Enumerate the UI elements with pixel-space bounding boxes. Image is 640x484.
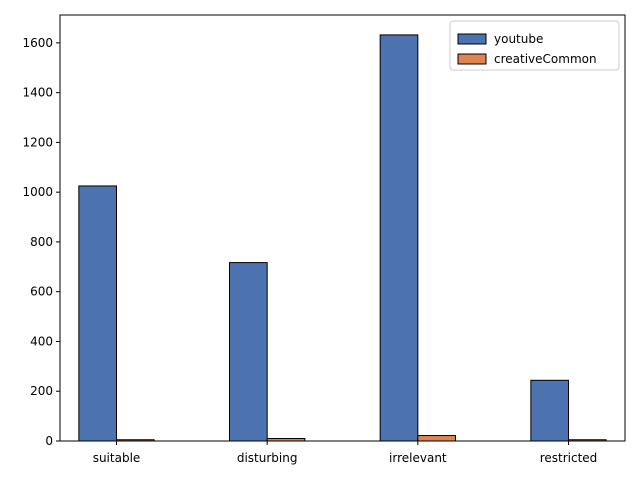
x-tick-label: irrelevant <box>389 451 447 465</box>
legend-swatch-creativeCommon <box>457 53 487 65</box>
bar-youtube-restricted <box>530 379 569 442</box>
legend-swatch-youtube <box>457 33 487 45</box>
y-tick-label: 1200 <box>22 135 53 149</box>
y-tick-label: 200 <box>30 384 53 398</box>
x-axis-ticks: suitable disturbing irrelevant restricted <box>93 441 598 465</box>
y-tick-label: 1600 <box>22 36 53 50</box>
bar-youtube-suitable <box>78 185 118 442</box>
y-axis-ticks: 0 200 400 600 800 1000 1200 1400 1600 <box>22 36 60 448</box>
legend-label-youtube: youtube <box>494 32 543 46</box>
y-tick-label: 0 <box>45 434 53 448</box>
x-tick-label: disturbing <box>237 451 298 465</box>
y-tick-label: 600 <box>30 285 53 299</box>
y-tick-label: 400 <box>30 334 53 348</box>
x-tick-label: suitable <box>93 451 141 465</box>
x-tick-label: restricted <box>540 451 598 465</box>
bar-creativeCommon-irrelevant <box>417 435 457 442</box>
y-tick-label: 1000 <box>22 185 53 199</box>
legend-box <box>449 20 620 71</box>
bar-youtube-disturbing <box>229 262 268 442</box>
y-tick-label: 1400 <box>22 86 53 100</box>
legend: youtube creativeCommon <box>449 20 620 71</box>
bar-youtube-irrelevant <box>379 34 419 442</box>
bars-group <box>78 34 607 442</box>
plot-frame <box>59 14 626 442</box>
legend-label-creativeCommon: creativeCommon <box>494 52 597 66</box>
y-tick-label: 800 <box>30 235 53 249</box>
